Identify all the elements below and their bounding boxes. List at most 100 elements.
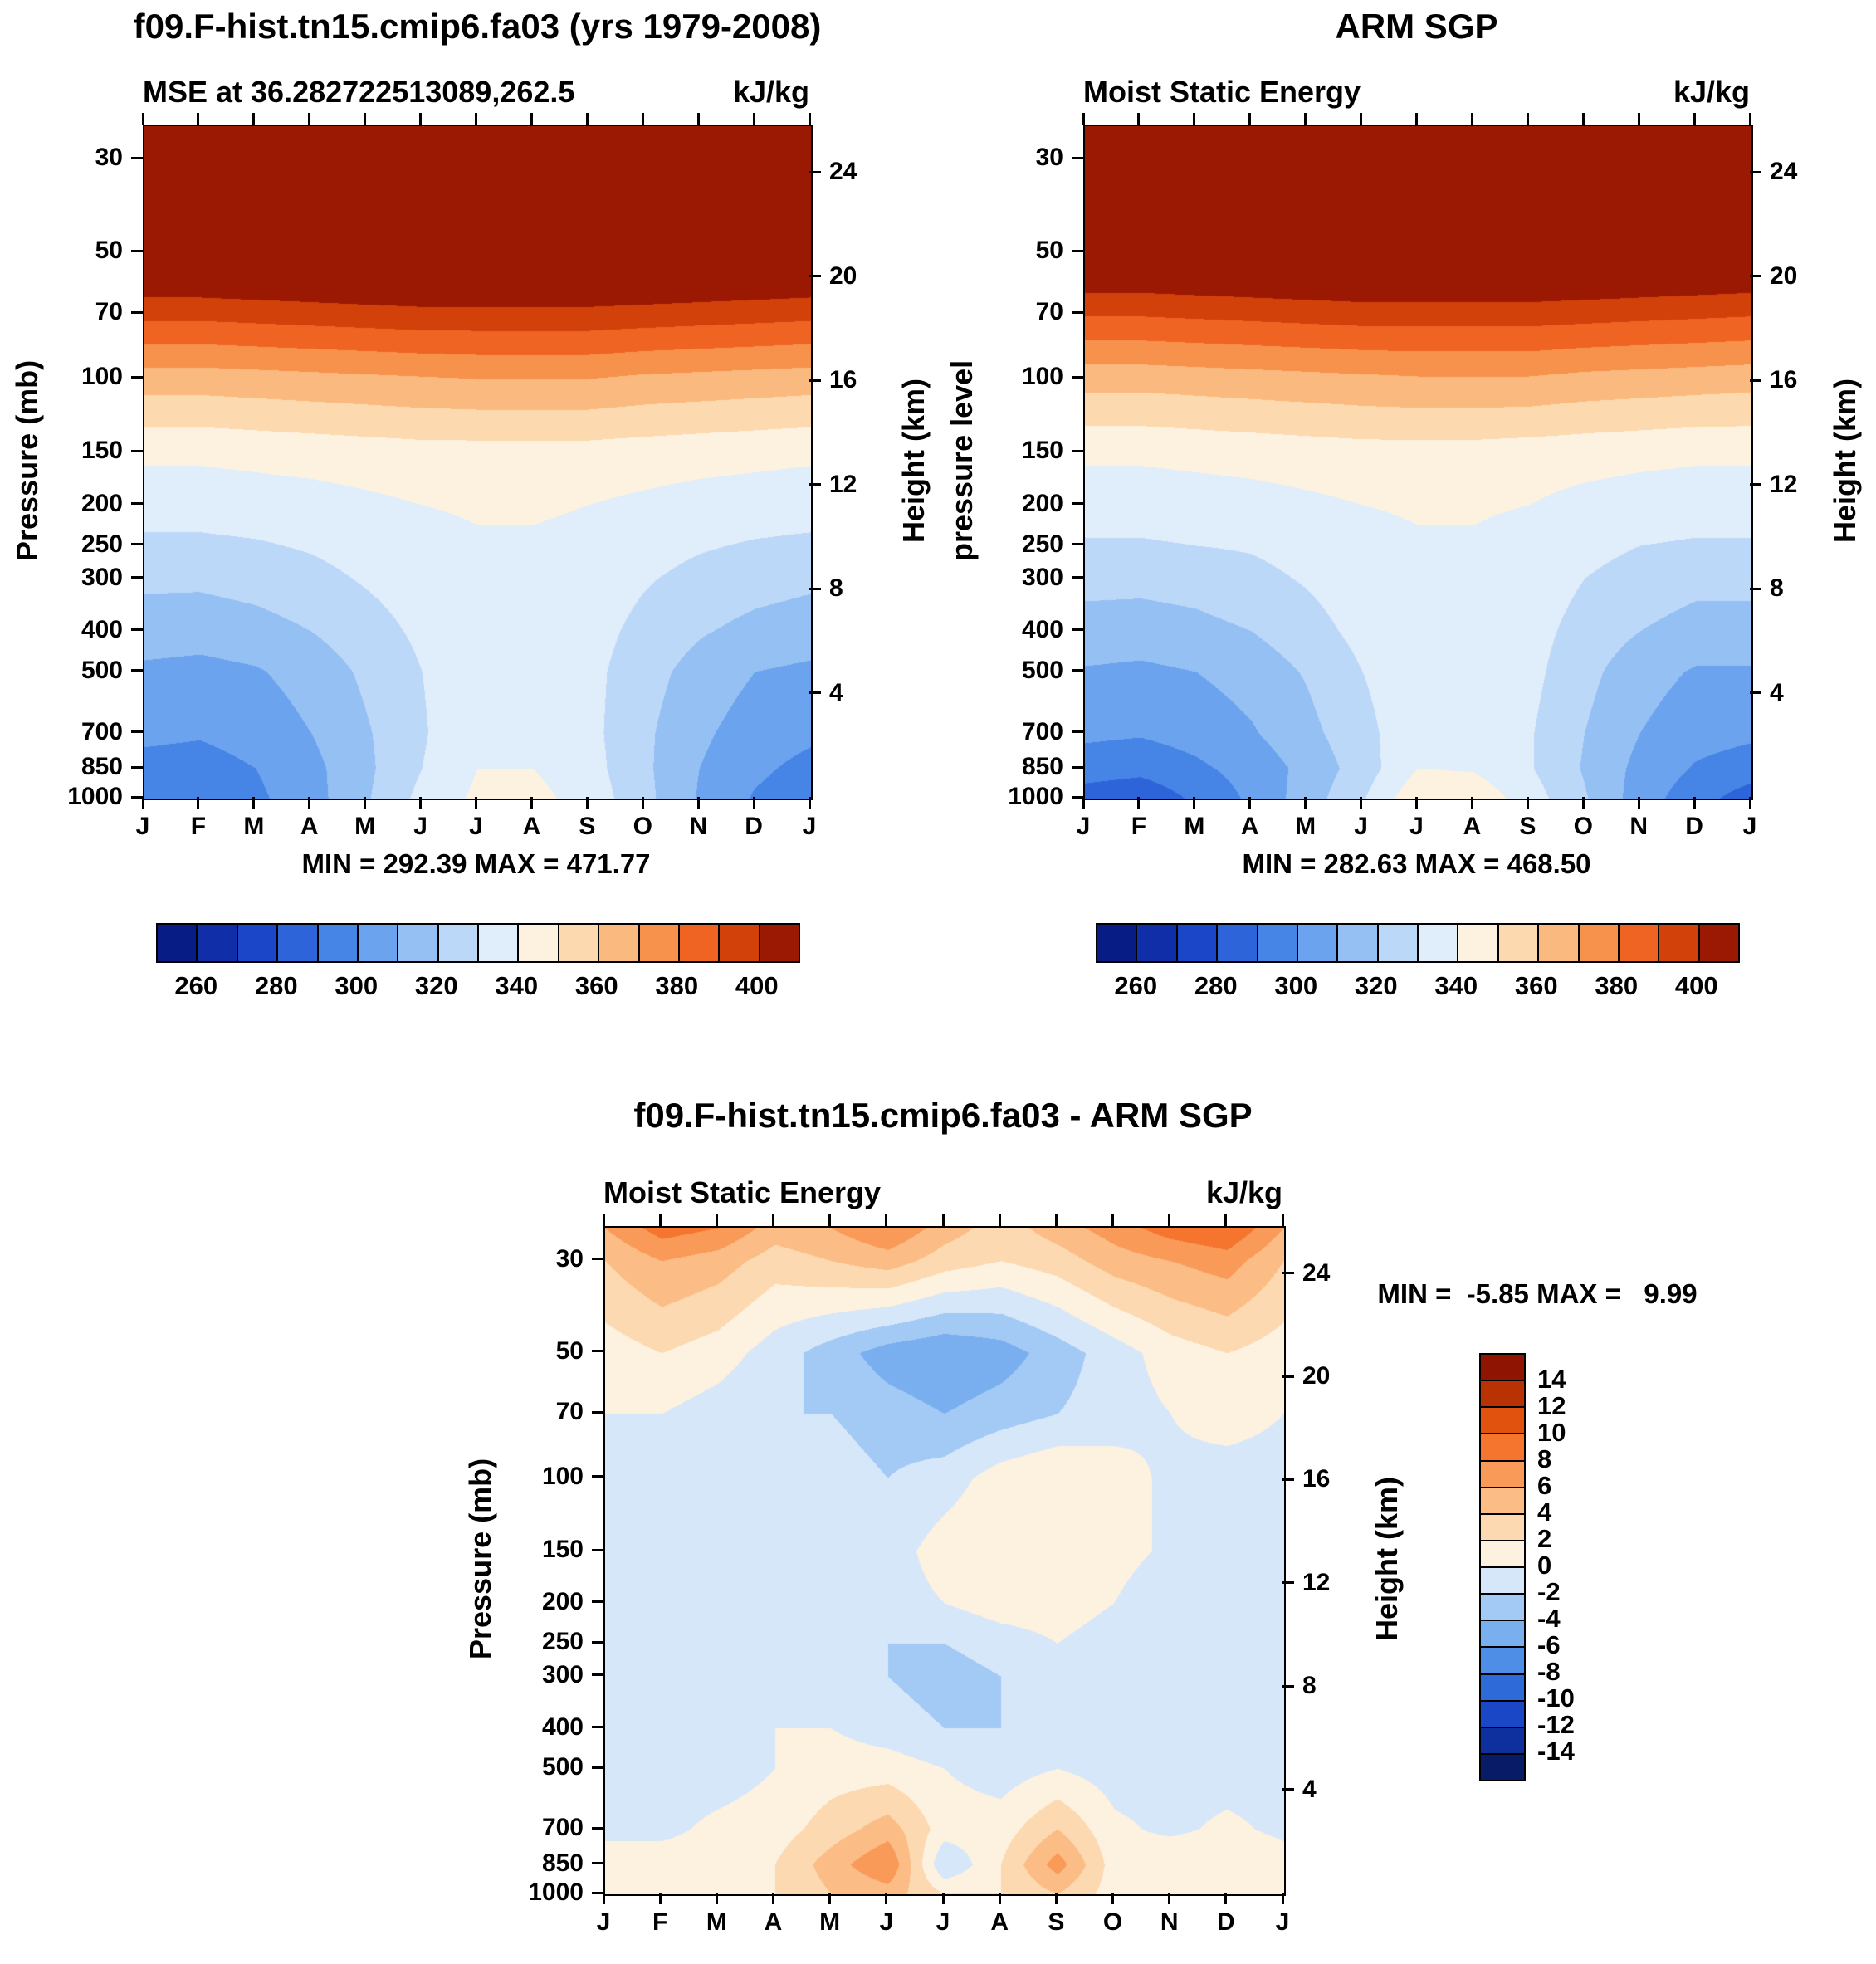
month-tick-top (998, 1214, 1001, 1226)
pressure-tick-label: 250 (1021, 530, 1063, 558)
colorbar-segment (438, 925, 479, 961)
pressure-tick (1072, 156, 1083, 159)
pressure-tick-label: 250 (541, 1628, 584, 1656)
colorbar-segment (1481, 1621, 1524, 1649)
month-label: D (745, 813, 763, 840)
pressure-tick (592, 1862, 603, 1865)
colorbar-label: 360 (1514, 971, 1558, 1000)
colorbar-segment (760, 925, 799, 961)
colorbar-label: -12 (1537, 1710, 1575, 1739)
pressure-tick (1072, 310, 1083, 314)
colorbar-label: 380 (1595, 971, 1639, 1000)
colorbar-segment (158, 925, 198, 961)
pressure-tick (131, 310, 143, 314)
colorbar-segment (1481, 1674, 1524, 1702)
colorbar-segment (1498, 925, 1540, 961)
colorbar-segment (1481, 1754, 1524, 1780)
colorbar-segment (1659, 925, 1700, 961)
pressure-tick-label: 100 (81, 363, 123, 391)
colorbar-segment (1378, 925, 1419, 961)
colorbar-label: -2 (1537, 1577, 1561, 1606)
month-tick-top (1281, 1214, 1284, 1226)
height-tick-label: 24 (1770, 158, 1798, 186)
plot3-pressure-axis-title: Pressure (mb) (463, 1458, 497, 1660)
colorbar-label: 380 (655, 971, 699, 1000)
colorbar-segment (1258, 925, 1298, 961)
pressure-tick (1072, 628, 1083, 632)
month-label: J (1076, 813, 1091, 840)
pressure-tick-label: 200 (81, 489, 123, 517)
colorbar-segment (599, 925, 640, 961)
colorbar-label: 0 (1537, 1551, 1552, 1580)
pressure-tick-label: 400 (81, 615, 123, 643)
colorbar-segment (1177, 925, 1219, 961)
month-tick-top (715, 1214, 718, 1226)
plot2-pressure-level-axis-title: pressure level (945, 359, 979, 562)
colorbar-segment (679, 925, 721, 961)
contour-plot-diff (603, 1226, 1286, 1896)
plot2-minmax: MIN = 282.63 MAX = 468.50 (1242, 848, 1591, 879)
pressure-tick (131, 449, 143, 452)
colorbar-label: 340 (495, 971, 539, 1000)
month-tick-top (1168, 1214, 1171, 1226)
pressure-tick (1072, 543, 1083, 546)
colorbar-segment (358, 925, 399, 961)
pressure-tick-label: 850 (1021, 753, 1063, 781)
pressure-tick (1072, 765, 1083, 769)
month-tick-top (197, 113, 200, 125)
month-tick-top (419, 113, 423, 125)
colorbar-label: 10 (1537, 1418, 1566, 1447)
month-label: J (413, 813, 427, 840)
colorbar-segment (559, 925, 600, 961)
pressure-tick-label: 50 (1035, 237, 1063, 265)
month-tick-top (530, 113, 533, 125)
height-tick-label: 20 (1302, 1362, 1331, 1390)
colorbar-segment (1481, 1514, 1524, 1541)
colorbar-label: 320 (414, 971, 458, 1000)
colorbar-label: 260 (1114, 971, 1158, 1000)
pressure-tick (592, 1673, 603, 1677)
colorbar-label: 280 (254, 971, 298, 1000)
month-label: J (936, 1908, 950, 1936)
colorbar-segment (639, 925, 680, 961)
pressure-tick-label: 70 (95, 298, 123, 326)
height-tick-label: 4 (829, 678, 843, 706)
month-tick-top (752, 113, 755, 125)
month-tick-top (308, 113, 311, 125)
colorbar-label: 400 (1674, 971, 1718, 1000)
month-label: J (1354, 813, 1368, 840)
colorbar-label: 320 (1354, 971, 1398, 1000)
colorbar-model-labels: 260 280 300 320 340 360 380 400 (156, 971, 797, 1004)
colorbar-model (156, 923, 800, 963)
pressure-tick (592, 1410, 603, 1414)
height-tick-label: 12 (829, 470, 857, 498)
month-tick-top (828, 1214, 832, 1226)
month-tick-top (1526, 113, 1529, 125)
plot3-minmax: MIN = -5.85 MAX = 9.99 (1377, 1278, 1698, 1309)
height-tick-label: 16 (829, 366, 857, 394)
colorbar-label: 14 (1537, 1365, 1566, 1394)
colorbar-label: -14 (1537, 1737, 1575, 1766)
colorbar-segment (1539, 925, 1580, 961)
month-label: M (1295, 813, 1317, 840)
colorbar-segment (1481, 1568, 1524, 1595)
month-tick-top (585, 113, 589, 125)
plot1-units-label: kJ/kg (732, 75, 809, 109)
pressure-tick-label: 1000 (528, 1879, 584, 1906)
month-label: A (1240, 813, 1259, 840)
height-tick-label: 4 (1302, 1775, 1317, 1803)
pressure-tick-label: 400 (541, 1712, 584, 1741)
plot2-title: ARM SGP (1335, 7, 1498, 46)
pressure-tick-label: 50 (555, 1336, 584, 1365)
plot1-pressure-axis-title: Pressure (mb) (10, 359, 44, 562)
month-label: J (1742, 813, 1757, 840)
month-label: M (243, 813, 265, 840)
pressure-tick (131, 502, 143, 506)
colorbar-segment (1699, 925, 1738, 961)
pressure-tick-label: 700 (541, 1814, 584, 1842)
month-tick-top (1360, 113, 1363, 125)
contour-canvas-model (144, 126, 811, 799)
pressure-tick (592, 1891, 603, 1894)
month-label: J (1409, 813, 1424, 840)
month-label: D (1685, 813, 1703, 840)
